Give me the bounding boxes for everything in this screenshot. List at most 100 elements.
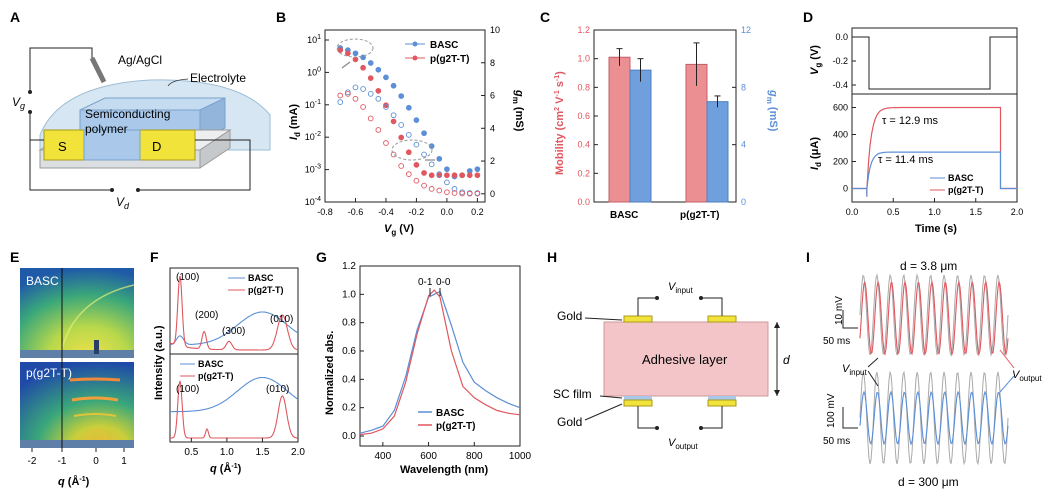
panel-g: G 400 600 800 1000 1.2 1.0 0.8 0.6 0.4 0.2 0.0 0-1… [316, 249, 532, 476]
d-current-p2t [852, 106, 1017, 197]
b-id-point [367, 60, 374, 66]
c-axis-ticks: 1.2 1.0 0.8 0.6 0.4 0.2 0.0 12 8 4 0 [577, 25, 751, 207]
b-gm-point [337, 92, 344, 99]
b-gm-point [459, 190, 465, 197]
d-xtick-label: 1.0 [928, 207, 941, 217]
e-label-basc: BASC [26, 274, 59, 288]
b-id-point [421, 130, 427, 137]
d-top-ytick-label: -0.4 [832, 80, 848, 90]
gisaxs-p2t-arc-2 [71, 396, 119, 402]
g-peak-01: 0-1 [418, 277, 433, 288]
panel-label-e: E [10, 249, 19, 265]
b-id-point [405, 104, 412, 111]
b-id-point [444, 172, 450, 179]
b-legend-p2t: p(g2T-T) [430, 54, 469, 65]
gisaxs-p2t-horizon [20, 440, 134, 448]
b-xtick-label: -0.8 [317, 207, 333, 217]
i-scale-top [842, 310, 858, 329]
gold-top-left [623, 315, 653, 323]
i-scale-bottom-t: 50 ms [823, 436, 850, 447]
panel-h: H Adhesive layer Vinput Voutput Gold SC … [547, 249, 790, 451]
h-vin-label: Vinput [668, 281, 693, 295]
b-id-point [352, 56, 359, 63]
i-scale-top-v: 10 mV [834, 296, 845, 325]
d-xtick-label: 0.0 [846, 207, 859, 217]
b-gm-point [383, 104, 389, 110]
b-gm-point [383, 140, 389, 146]
drain-wire-left [29, 140, 110, 191]
electrolyte-pointer [167, 78, 189, 87]
c-ytick-label: 0.2 [577, 168, 590, 178]
i-scale-bottom-v: 100 mV [826, 393, 837, 428]
f-peak-100-bottom: (100) [176, 384, 199, 395]
electrolyte-label: Electrolyte [190, 71, 246, 85]
b-gm-point [421, 182, 427, 189]
b-gm-point [436, 187, 443, 194]
vg-label: Vg [12, 95, 25, 111]
e-xtick-label: -1 [58, 456, 67, 467]
i-top-output-wave [859, 279, 1009, 357]
h-vout-label: Voutput [668, 437, 698, 451]
b-arrow-1 [341, 61, 351, 69]
c-ytick-label: 0.6 [577, 111, 590, 121]
f-xtick-label: 1.0 [220, 447, 234, 458]
b-gm-point [337, 99, 344, 105]
b-legend-basc: BASC [430, 40, 458, 51]
f-legend-basc: BASC [248, 273, 274, 283]
c-bars [608, 42, 729, 203]
g-ylabel: Normalized abs. [324, 331, 336, 415]
b-ytick-right-label: 6 [490, 91, 495, 101]
b-gm-point [375, 95, 382, 102]
b-ytick-label: 10-2 [305, 131, 321, 142]
b-ylabel-right: gm (mS) [511, 89, 525, 132]
b-id-point [383, 74, 389, 81]
b-gm-point [352, 84, 359, 91]
b-id-point [337, 47, 344, 53]
b-ytick-right-label: 2 [490, 156, 495, 166]
b-ytick-right-label: 10 [490, 25, 500, 35]
g-xtick-label: 400 [375, 451, 392, 462]
b-gm-point [436, 171, 443, 178]
h-terminal-top-left [655, 296, 659, 300]
h-gold-top-pointer [584, 317, 623, 321]
i-vin-label: Vinput [842, 363, 867, 377]
h-d-arrow-bottom [774, 390, 780, 396]
g-legend-basc: BASC [436, 408, 464, 419]
adhesive-layer [603, 321, 769, 397]
i-bottom-input-wave [859, 370, 1009, 466]
b-gm-point [367, 115, 374, 122]
gisaxs-basc-beamstop [94, 340, 99, 354]
panel-label-d: D [803, 9, 813, 25]
b-gm-point [413, 141, 420, 148]
panel-label-h: H [547, 249, 557, 265]
b-gm-point [474, 190, 481, 197]
b-highlight-ellipse-2 [391, 139, 433, 161]
b-xtick-label: -0.2 [409, 207, 425, 217]
h-adhesive-label: Adhesive layer [642, 352, 728, 367]
g-ytick-label: 1.0 [342, 289, 356, 300]
b-ylabel-left: Id (mA) [288, 104, 302, 140]
gold-bottom-right [707, 399, 737, 407]
agagcl-label: Ag/AgCl [118, 53, 162, 67]
g-legend-p2t: p(g2T-T) [436, 421, 475, 432]
c-bar-gm [629, 69, 652, 203]
d-ylabel: Id (μA) [809, 137, 823, 170]
b-gm-point [413, 177, 420, 184]
f-legend2-p2t: p(g2T-T) [198, 371, 234, 381]
f-peak-010-bottom: (010) [266, 384, 289, 395]
b-gm-point [345, 89, 351, 96]
panel-label-f: F [150, 249, 159, 265]
b-id-point [421, 170, 427, 176]
b-xlabel: Vg (V) [384, 223, 414, 237]
b-gm-point [405, 131, 412, 138]
c-ytick-label: 0.4 [577, 140, 590, 150]
b-gm-point [451, 190, 458, 196]
h-wire-top-right [703, 297, 723, 316]
b-gm-point [466, 190, 473, 197]
panel-b: B -0.8 -0.6 -0.4 -0.2 0.0 0.210110010-110-210… [276, 9, 525, 237]
b-gm-point [390, 112, 397, 119]
g-p2t-curve [359, 289, 521, 436]
g-xtick-label: 800 [466, 451, 483, 462]
c-ytick-label: 0.0 [577, 197, 590, 207]
d-current-basc [852, 151, 1017, 197]
